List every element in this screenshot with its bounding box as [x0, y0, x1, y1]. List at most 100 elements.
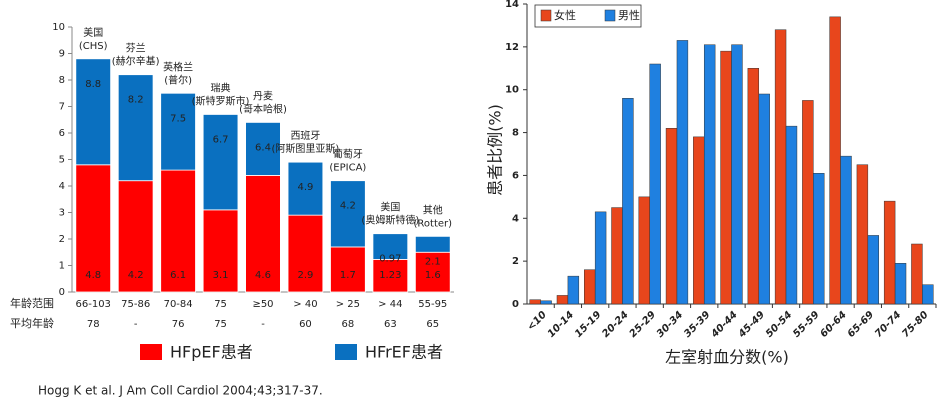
legend-label: HFpEF患者 [170, 343, 253, 362]
category-label: (普尔) [164, 73, 192, 86]
bar [611, 207, 623, 305]
bar-text: 0.97 [379, 254, 401, 265]
row-value: 55-95 [418, 299, 447, 310]
bar [703, 44, 716, 305]
legend-label: HFrEF患者 [365, 343, 443, 362]
row-value: 70-84 [164, 299, 193, 310]
y-tick-label: 0 [59, 287, 65, 298]
bar [758, 93, 770, 305]
bar-segment [245, 122, 281, 176]
bar-segment [414, 251, 451, 293]
bar [540, 300, 552, 305]
row-label: 年龄范围 [10, 296, 54, 310]
bar-segment [202, 209, 239, 293]
row-value: ≥50 [252, 299, 273, 310]
bar-text: 3.1 [213, 270, 229, 281]
bar-text: 4.6 [255, 270, 271, 281]
bar [856, 164, 869, 305]
bar-text: 1.23 [379, 270, 401, 281]
row-value: - [261, 319, 265, 330]
row-value: > 44 [378, 299, 402, 310]
y-tick-label: 8 [59, 75, 65, 86]
x-tick-label: 55-59 [791, 309, 821, 339]
bar-segment [202, 114, 239, 211]
row-value: > 25 [336, 299, 360, 310]
y-tick-label: 7 [59, 102, 65, 113]
row-value: 66-103 [76, 299, 111, 310]
legend-swatch [335, 344, 357, 360]
row-value: 60 [299, 319, 312, 330]
x-tick-label: 25-29 [628, 309, 658, 339]
y-tick-label: 5 [59, 155, 65, 166]
y-tick-label: 2 [59, 234, 65, 245]
y-tick-label: 9 [59, 49, 65, 60]
bar [813, 173, 825, 305]
category-label: 西班牙 [290, 130, 320, 142]
bar-text: 6.1 [170, 270, 186, 281]
category-label: (斯特罗斯市) [192, 94, 250, 107]
y-tick-label: 6 [59, 128, 65, 139]
x-tick-label: 50-54 [764, 309, 794, 339]
y-tick-label: 3 [59, 208, 65, 219]
y-tick-label: 1 [59, 261, 65, 272]
bar [584, 269, 596, 305]
bar-text: 2.9 [297, 270, 313, 281]
bar [720, 50, 732, 305]
bar-segment [117, 180, 154, 293]
bar [622, 98, 634, 305]
bar [638, 196, 650, 305]
row-value: > 40 [293, 299, 317, 310]
y-axis-title: 患者比例(%) [486, 104, 505, 196]
row-label: 平均年龄 [10, 316, 54, 330]
legend-swatch [540, 9, 552, 22]
bar-text: 1.7 [340, 270, 356, 281]
category-label: 丹麦 [253, 90, 273, 102]
category-label: (阿斯图里亚斯) [272, 142, 340, 155]
category-label: (EPICA) [329, 163, 366, 174]
y-tick-label: 2 [512, 256, 519, 267]
bar-segment [160, 92, 196, 171]
x-tick-label: 20-24 [600, 309, 630, 339]
bar [594, 211, 607, 305]
bar-segment [75, 164, 112, 293]
bar-text: 1.6 [425, 270, 441, 281]
category-label: 美国 [380, 201, 400, 214]
bar [802, 100, 814, 305]
row-value: 76 [172, 319, 185, 330]
row-value: 75 [214, 299, 227, 310]
x-tick-label: 15-19 [573, 309, 603, 339]
y-tick-label: 10 [505, 85, 519, 96]
bar [911, 243, 923, 305]
x-tick-label: 35-39 [682, 309, 712, 339]
bar [567, 275, 580, 305]
y-tick-label: 8 [512, 128, 519, 139]
bar-text: 2.1 [425, 256, 441, 267]
bar [774, 29, 787, 305]
x-tick-label: <10 [525, 309, 549, 333]
bar-segment [330, 246, 366, 293]
y-tick-label: 0 [512, 299, 519, 310]
bar-text: 8.2 [128, 95, 144, 106]
category-label: 瑞典 [211, 81, 231, 94]
bar-segment [160, 169, 196, 293]
y-tick-label: 12 [505, 42, 519, 53]
category-label: 其他 [423, 203, 443, 216]
row-value: 63 [384, 319, 397, 330]
category-label: 英格兰 [163, 60, 193, 73]
x-tick-label: 30-34 [655, 309, 685, 339]
y-tick-label: 4 [512, 213, 519, 224]
category-label: (哥本哈根) [239, 102, 287, 115]
bar [676, 40, 689, 305]
y-tick-label: 14 [505, 0, 519, 10]
bar [665, 128, 678, 305]
legend-label: 男性 [618, 8, 640, 22]
bar [556, 295, 569, 305]
bar [883, 200, 896, 305]
source: Hogg K et al. J Am Coll Cardiol 2004;43;… [38, 384, 323, 398]
legend-label: 女性 [554, 8, 576, 22]
bar-segment [330, 180, 366, 248]
bar [894, 263, 907, 305]
legend-swatch [140, 344, 162, 360]
category-label: (CHS) [79, 41, 108, 52]
